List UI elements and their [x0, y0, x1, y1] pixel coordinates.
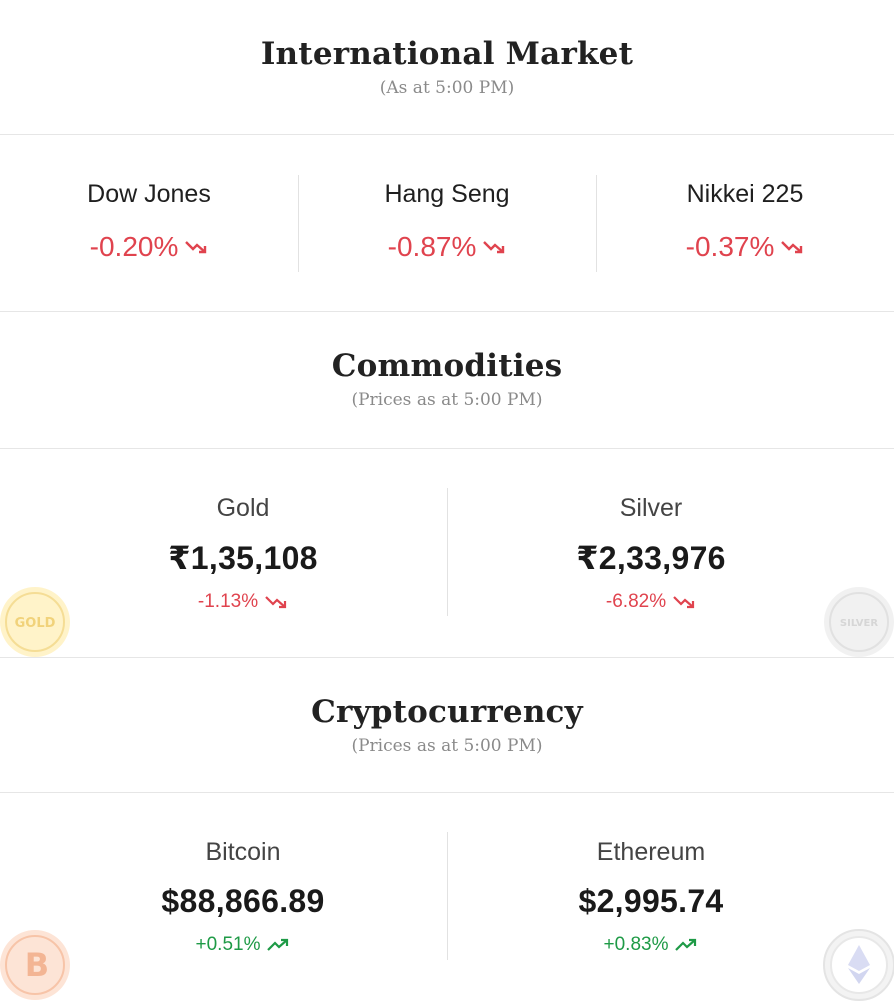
trend-down-icon	[482, 239, 506, 255]
trend-down-icon	[184, 239, 208, 255]
crypto-ethereum[interactable]: Ethereum $2,995.74 +0.83%	[448, 838, 854, 956]
commodity-change: -6.82%	[448, 591, 854, 613]
international-market-title: International Market	[260, 36, 634, 72]
index-hang-seng[interactable]: Hang Seng -0.87%	[298, 180, 596, 263]
crypto-bitcoin[interactable]: Bitcoin $88,866.89 +0.51%	[40, 838, 446, 956]
commodities-title: Commodities	[331, 348, 563, 384]
divider	[0, 448, 894, 449]
commodity-gold[interactable]: Gold ₹1,35,108 -1.13%	[40, 494, 446, 613]
trend-down-icon	[264, 594, 288, 610]
index-name: Hang Seng	[384, 180, 510, 208]
trend-up-icon	[674, 937, 698, 953]
bitcoin-coin-icon: B	[0, 928, 72, 1002]
divider	[298, 175, 299, 272]
divider	[596, 175, 597, 272]
commodity-name: Gold	[216, 494, 270, 522]
crypto-change: +0.83%	[448, 934, 854, 956]
svg-text:GOLD: GOLD	[15, 616, 56, 631]
index-dow-jones[interactable]: Dow Jones -0.20%	[0, 180, 298, 263]
divider	[0, 792, 894, 793]
international-market-header: International Market (As at 5:00 PM)	[0, 36, 894, 98]
divider	[447, 832, 448, 960]
index-name: Nikkei 225	[686, 180, 804, 208]
international-market-subtitle: (As at 5:00 PM)	[379, 78, 515, 98]
commodity-silver[interactable]: Silver ₹2,33,976 -6.82%	[448, 494, 854, 613]
svg-text:SILVER: SILVER	[840, 618, 878, 629]
crypto-name: Bitcoin	[205, 838, 281, 866]
commodity-name: Silver	[619, 494, 683, 522]
crypto-price: $88,866.89	[161, 883, 325, 919]
index-name: Dow Jones	[87, 180, 211, 208]
index-change: -0.20%	[0, 231, 298, 263]
gold-coin-icon: GOLD	[0, 585, 72, 659]
svg-text:B: B	[25, 946, 49, 984]
ethereum-coin-icon	[822, 928, 894, 1002]
crypto-header: Cryptocurrency (Prices as at 5:00 PM)	[0, 694, 894, 756]
silver-coin-icon: SILVER	[822, 585, 894, 659]
commodities-header: Commodities (Prices as at 5:00 PM)	[0, 348, 894, 410]
crypto-subtitle: (Prices as at 5:00 PM)	[351, 736, 543, 756]
trend-up-icon	[266, 937, 290, 953]
trend-down-icon	[672, 594, 696, 610]
crypto-price: $2,995.74	[578, 883, 724, 919]
divider	[0, 657, 894, 658]
crypto-name: Ethereum	[596, 838, 706, 866]
commodities-subtitle: (Prices as at 5:00 PM)	[351, 390, 543, 410]
commodity-price: ₹1,35,108	[168, 540, 318, 576]
index-nikkei-225[interactable]: Nikkei 225 -0.37%	[596, 180, 894, 263]
divider	[0, 311, 894, 312]
commodity-price: ₹2,33,976	[576, 540, 726, 576]
crypto-change: +0.51%	[40, 934, 446, 956]
index-change: -0.87%	[298, 231, 596, 263]
commodity-change: -1.13%	[40, 591, 446, 613]
trend-down-icon	[780, 239, 804, 255]
divider	[0, 134, 894, 135]
divider	[447, 488, 448, 616]
crypto-title: Cryptocurrency	[311, 694, 583, 730]
index-change: -0.37%	[596, 231, 894, 263]
